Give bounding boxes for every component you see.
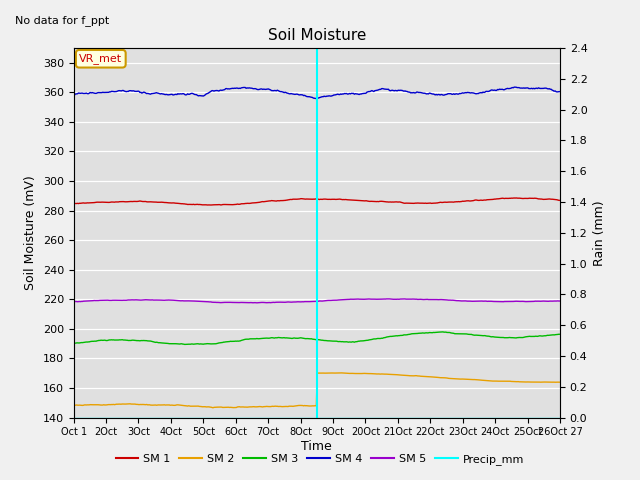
SM 5 <box>305 299 312 304</box>
SM 1 <box>70 201 77 206</box>
Precip_mm <box>359 415 367 420</box>
SM 4 <box>304 94 312 99</box>
SM 3 <box>439 329 447 335</box>
SM 1 <box>207 202 215 208</box>
SM 3 <box>301 336 309 342</box>
SM 1 <box>556 197 564 203</box>
SM 3 <box>181 342 189 348</box>
SM 1 <box>469 198 477 204</box>
SM 5 <box>547 298 554 304</box>
Precip_mm <box>556 415 564 420</box>
SM 2 <box>361 371 369 376</box>
Line: SM 5: SM 5 <box>74 299 560 303</box>
Line: SM 2: SM 2 <box>74 373 560 408</box>
SM 5 <box>334 297 342 303</box>
SM 4 <box>469 90 477 96</box>
Line: SM 1: SM 1 <box>74 198 560 205</box>
X-axis label: Time: Time <box>301 440 332 453</box>
SM 2 <box>547 379 554 385</box>
SM 1 <box>305 196 312 202</box>
SM 5 <box>556 298 564 304</box>
Precip_mm <box>333 415 340 420</box>
SM 3 <box>470 332 478 338</box>
SM 3 <box>360 338 368 344</box>
SM 3 <box>305 336 312 342</box>
SM 1 <box>301 196 309 202</box>
SM 2 <box>334 370 342 376</box>
Line: SM 3: SM 3 <box>74 332 560 345</box>
SM 4 <box>312 96 319 101</box>
Title: Soil Moisture: Soil Moisture <box>268 28 366 43</box>
SM 4 <box>510 84 518 90</box>
SM 4 <box>334 91 342 97</box>
SM 1 <box>547 196 554 202</box>
SM 3 <box>556 332 564 337</box>
Precip_mm <box>468 415 476 420</box>
SM 5 <box>301 299 309 304</box>
Text: No data for f_ppt: No data for f_ppt <box>15 15 109 26</box>
SM 4 <box>547 86 554 92</box>
SM 1 <box>334 196 342 202</box>
Precip_mm <box>545 415 552 420</box>
SM 5 <box>70 299 77 304</box>
SM 2 <box>556 379 564 385</box>
SM 1 <box>512 195 520 201</box>
Line: SM 4: SM 4 <box>74 87 560 98</box>
SM 4 <box>556 89 564 95</box>
SM 2 <box>338 370 346 376</box>
SM 5 <box>360 296 368 302</box>
SM 5 <box>253 300 260 306</box>
SM 2 <box>209 405 217 410</box>
Precip_mm <box>70 415 77 420</box>
Legend: SM 1, SM 2, SM 3, SM 4, SM 5, Precip_mm: SM 1, SM 2, SM 3, SM 4, SM 5, Precip_mm <box>111 450 529 469</box>
SM 2 <box>70 402 77 408</box>
SM 5 <box>470 299 478 304</box>
SM 2 <box>301 403 309 408</box>
SM 3 <box>547 332 554 338</box>
SM 4 <box>301 93 308 98</box>
SM 5 <box>385 296 392 302</box>
Y-axis label: Soil Moisture (mV): Soil Moisture (mV) <box>24 175 37 290</box>
Precip_mm <box>301 415 308 420</box>
Y-axis label: Rain (mm): Rain (mm) <box>593 200 606 265</box>
SM 3 <box>70 340 77 346</box>
SM 1 <box>360 198 368 204</box>
SM 4 <box>70 92 77 98</box>
SM 4 <box>360 90 368 96</box>
Precip_mm <box>304 415 312 420</box>
SM 3 <box>334 338 342 344</box>
Text: VR_met: VR_met <box>79 53 122 64</box>
SM 2 <box>470 377 478 383</box>
SM 2 <box>305 403 312 409</box>
